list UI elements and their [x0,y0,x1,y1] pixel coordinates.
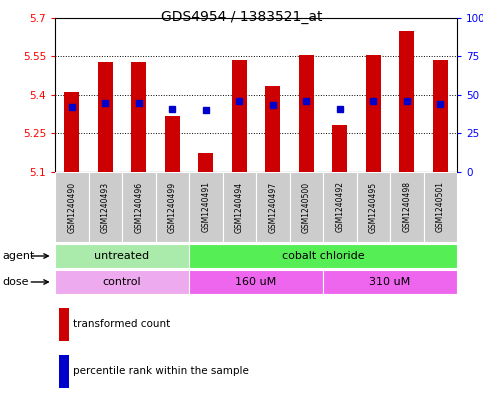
Bar [165,116,180,172]
Text: transformed count: transformed count [73,319,170,329]
Bar [289,172,323,242]
Bar [356,172,390,242]
Bar [433,61,448,172]
Text: GSM1240491: GSM1240491 [201,182,210,233]
Text: agent: agent [2,251,35,261]
Bar [323,270,457,294]
Bar [399,31,414,172]
Text: GSM1240501: GSM1240501 [436,182,445,233]
Text: cobalt chloride: cobalt chloride [282,251,364,261]
Bar [424,172,457,242]
Text: GDS4954 / 1383521_at: GDS4954 / 1383521_at [161,10,322,24]
Text: GSM1240490: GSM1240490 [67,182,76,233]
Bar [232,61,247,172]
Bar [131,62,146,172]
Bar [98,62,113,172]
Bar [88,172,122,242]
Text: GSM1240496: GSM1240496 [134,182,143,233]
Bar [189,270,323,294]
Bar [156,172,189,242]
Bar [323,172,356,242]
Text: GSM1240500: GSM1240500 [302,182,311,233]
Text: GSM1240494: GSM1240494 [235,182,244,233]
Bar [189,172,223,242]
Text: 310 uM: 310 uM [369,277,411,287]
Bar [59,307,69,341]
Text: GSM1240499: GSM1240499 [168,182,177,233]
Bar [189,244,457,268]
Text: GSM1240492: GSM1240492 [335,182,344,233]
Bar [122,172,156,242]
Text: dose: dose [2,277,29,287]
Text: GSM1240497: GSM1240497 [268,182,277,233]
Text: untreated: untreated [95,251,150,261]
Bar [265,86,280,172]
Bar [55,270,189,294]
Bar [298,55,314,172]
Bar [198,153,213,172]
Bar [55,244,189,268]
Text: 160 uM: 160 uM [235,277,277,287]
Bar [64,92,79,172]
Text: GSM1240498: GSM1240498 [402,182,411,233]
Bar [55,172,88,242]
Bar [59,355,69,388]
Bar [223,172,256,242]
Bar [366,55,381,172]
Bar [390,172,424,242]
Text: GSM1240493: GSM1240493 [101,182,110,233]
Text: percentile rank within the sample: percentile rank within the sample [73,366,249,376]
Text: GSM1240495: GSM1240495 [369,182,378,233]
Bar [332,125,347,172]
Bar [256,172,289,242]
Text: control: control [103,277,142,287]
